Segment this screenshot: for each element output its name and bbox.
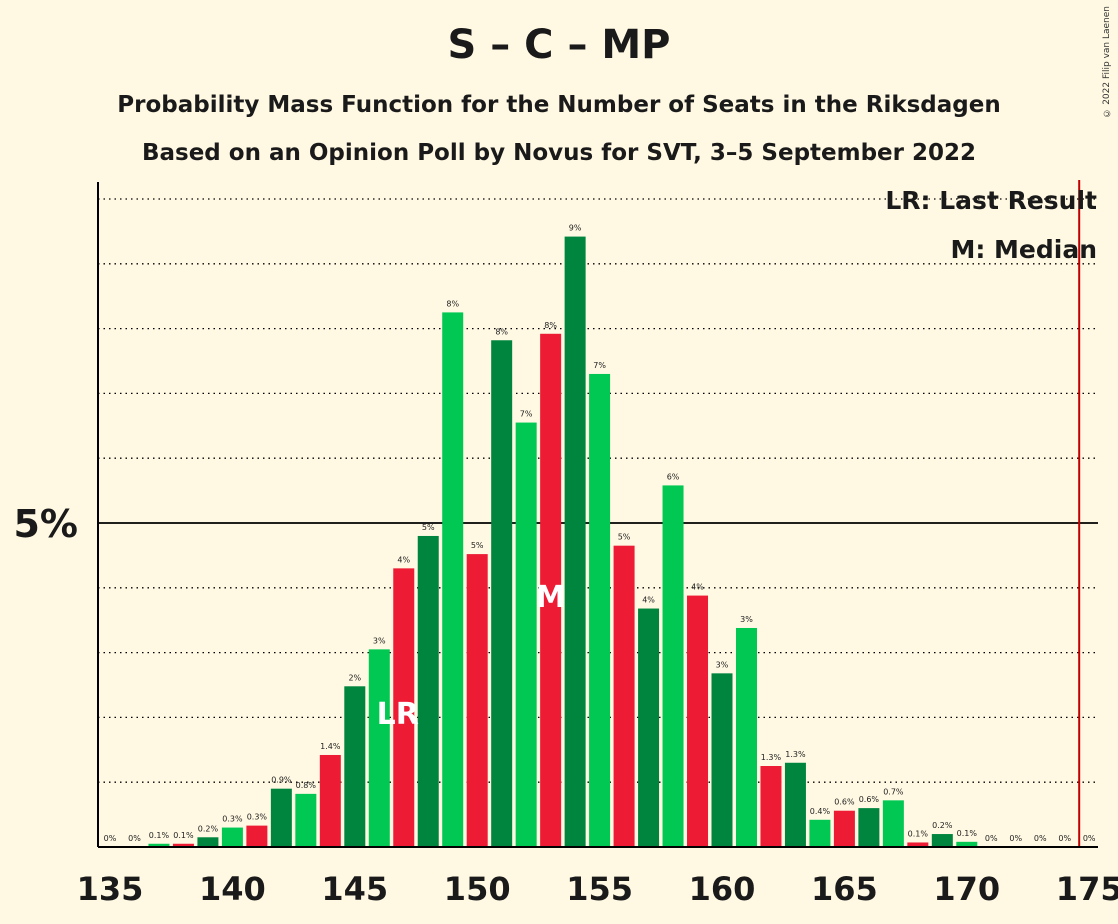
bar-label: 8% <box>495 327 508 336</box>
bar-label: 2% <box>348 673 361 682</box>
x-tick-label: 165 <box>811 870 878 908</box>
bar-seat-168 <box>907 842 929 847</box>
bar-label: 4% <box>691 583 704 592</box>
bar-label: 0% <box>1034 834 1047 843</box>
bar-label: 4% <box>642 596 655 605</box>
bar-seat-151 <box>491 340 513 847</box>
bar-label: 7% <box>593 361 606 370</box>
bar-label: 6% <box>667 472 680 481</box>
bar-seat-170 <box>956 841 978 847</box>
bar-seat-149 <box>442 312 464 847</box>
bar-label: 0.7% <box>883 787 904 796</box>
x-tick-label: 140 <box>199 870 266 908</box>
bar-seat-150 <box>466 554 488 847</box>
legend-median: M: Median <box>950 235 1097 264</box>
x-tick-label: 135 <box>77 870 144 908</box>
bar-seat-156 <box>613 545 635 847</box>
bar-seat-154 <box>564 236 586 848</box>
bar-label: 1.3% <box>785 750 806 759</box>
bar-seat-169 <box>931 834 953 847</box>
bar-label: 3% <box>373 636 386 645</box>
bar-seat-157 <box>638 608 660 847</box>
bar-label: 5% <box>422 523 435 532</box>
bar-seat-143 <box>295 793 317 847</box>
bar-label: 3% <box>740 615 753 624</box>
bar-seat-144 <box>319 754 341 847</box>
bar-label: 0% <box>128 834 141 843</box>
bar-seat-158 <box>662 485 684 847</box>
bar-seat-152 <box>515 422 537 847</box>
bar-label: 0.1% <box>149 831 170 840</box>
bar-label: 0.1% <box>908 829 929 838</box>
bar-label: 0.1% <box>173 831 194 840</box>
bar-label: 0% <box>104 834 117 843</box>
bar-seat-142 <box>270 788 292 847</box>
bar-label: 0.6% <box>834 798 855 807</box>
legend-last-result: LR: Last Result <box>885 186 1097 215</box>
bar-label: 9% <box>569 224 582 233</box>
bar-label: 4% <box>397 555 410 564</box>
bar-label: 5% <box>618 533 631 542</box>
chart-subtitle-source: Based on an Opinion Poll by Novus for SV… <box>141 140 977 166</box>
x-tick-label: 145 <box>321 870 388 908</box>
bar-label: 0.1% <box>957 829 978 838</box>
bar-label: 0% <box>985 834 998 843</box>
bar-seat-148 <box>417 535 439 847</box>
median-marker: M <box>536 580 566 615</box>
bar-seat-141 <box>246 825 268 847</box>
bar-label: 7% <box>520 410 533 419</box>
bar-seat-164 <box>809 819 831 847</box>
bar-label: 0.3% <box>222 815 243 824</box>
bar-label: 0.8% <box>296 781 317 790</box>
bar-seat-137 <box>148 843 170 847</box>
bar-seat-165 <box>833 810 855 847</box>
bar-seat-161 <box>735 627 757 847</box>
x-tick-label: 150 <box>444 870 511 908</box>
bar-seat-155 <box>589 373 611 847</box>
chart-subtitle: Probability Mass Function for the Number… <box>117 92 1001 118</box>
x-tick-label: 160 <box>689 870 756 908</box>
x-tick-label: 170 <box>933 870 1000 908</box>
y-tick-label: 5% <box>13 502 78 546</box>
bar-label: 8% <box>544 321 557 330</box>
bar-label: 0% <box>1083 834 1096 843</box>
bar-seat-138 <box>172 843 194 847</box>
bar-label: 5% <box>471 541 484 550</box>
bar-seat-160 <box>711 673 733 847</box>
bar-seat-140 <box>221 827 243 847</box>
bar-seat-162 <box>760 766 782 847</box>
bar-seat-153 <box>540 333 562 847</box>
bar-seat-139 <box>197 837 219 847</box>
bar-label: 8% <box>446 299 459 308</box>
bar-seat-145 <box>344 686 366 847</box>
bar-label: 0.2% <box>932 821 953 830</box>
last-result-marker: LR <box>377 697 419 732</box>
bar-seat-159 <box>687 595 709 847</box>
bar-seat-146 <box>368 649 390 847</box>
bar-label: 0.3% <box>247 813 268 822</box>
bar-label: 1.4% <box>320 742 341 751</box>
bar-label: 0% <box>1009 834 1022 843</box>
bar-label: 0.6% <box>859 795 880 804</box>
bar-seat-163 <box>784 762 806 847</box>
chart-title: S – C – MP <box>447 22 671 68</box>
bar-label: 3% <box>716 660 729 669</box>
x-tick-label: 155 <box>566 870 633 908</box>
bar-label: 0.2% <box>198 824 219 833</box>
bar-seat-147 <box>393 568 415 847</box>
bar-label: 0% <box>1058 834 1071 843</box>
bar-label: 0.4% <box>810 807 831 816</box>
bar-seat-167 <box>882 800 904 847</box>
bar-label: 0.9% <box>271 776 292 785</box>
bar-seat-166 <box>858 808 880 847</box>
x-tick-label: 175 <box>1056 870 1118 908</box>
bar-label: 1.3% <box>761 753 782 762</box>
